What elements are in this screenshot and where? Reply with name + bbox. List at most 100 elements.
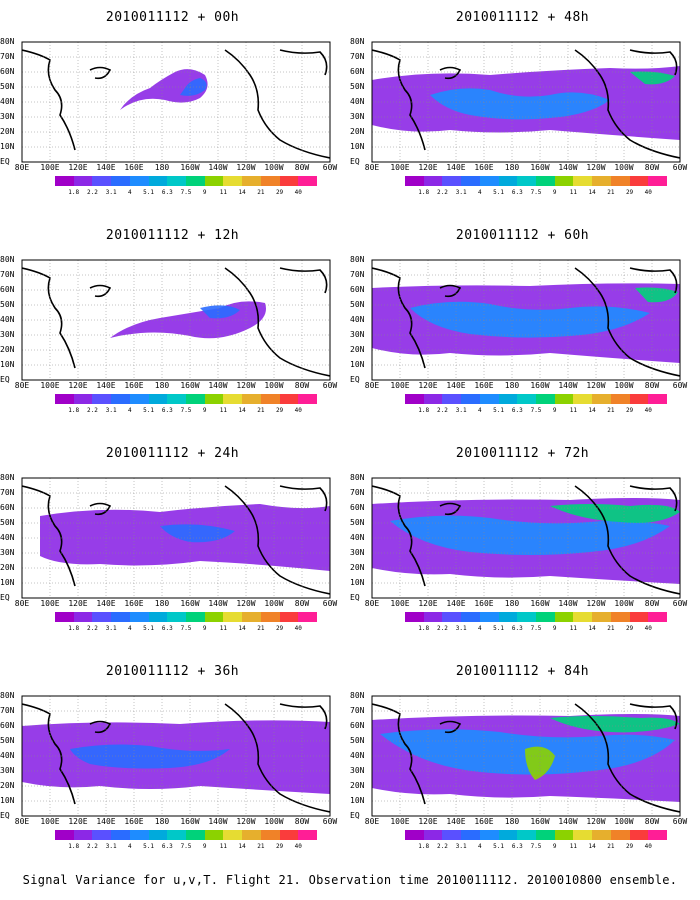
colorbar-label: 21 (607, 625, 615, 632)
x-tick-label: 160W (530, 599, 550, 608)
colorbar-swatch (573, 830, 593, 840)
y-tick-label: EQ (350, 811, 360, 820)
y-tick-label: 60N (350, 285, 365, 294)
colorbar-label: 11 (569, 625, 578, 632)
map-plot (371, 41, 681, 163)
colorbar-swatch (298, 830, 318, 840)
x-tick-label: 100W (614, 817, 634, 826)
colorbar-label: 3.1 (455, 625, 467, 632)
x-tick-label: 100W (614, 381, 634, 390)
variance-region (120, 69, 208, 110)
map-plot (371, 259, 681, 381)
colorbar-swatch (592, 612, 612, 622)
y-tick-label: EQ (350, 375, 360, 384)
x-tick-label: 120E (68, 381, 88, 390)
colorbar-swatch (648, 176, 668, 186)
colorbar-label: 29 (275, 625, 284, 632)
x-tick-label: 160W (530, 817, 550, 826)
y-tick-label: EQ (0, 157, 10, 166)
colorbar-label: 14 (588, 189, 596, 196)
colorbar-label: 7.5 (530, 189, 542, 196)
y-tick-label: 80N (350, 37, 365, 46)
y-tick-label: 60N (0, 67, 15, 76)
x-tick-label: 100W (264, 163, 284, 172)
x-tick-label: 140W (558, 381, 578, 390)
colorbar-swatch (536, 176, 556, 186)
colorbar-swatch (536, 612, 556, 622)
colorbar-swatch (204, 612, 224, 622)
colorbar-swatch (517, 394, 537, 404)
y-tick-label: 10N (350, 796, 365, 805)
colorbar-label: 7.5 (180, 189, 192, 196)
panel-title: 2010011112 + 00h (105, 10, 240, 25)
y-tick-label: 40N (0, 97, 15, 106)
colorbar-swatch (610, 612, 631, 622)
colorbar-label: 1.8 (68, 625, 80, 632)
colorbar-label: 3.1 (455, 843, 467, 850)
y-tick-label: 50N (350, 82, 365, 91)
colorbar-label: 14 (588, 625, 596, 632)
x-tick-label: 160E (124, 817, 144, 826)
x-tick-label: 180 (504, 817, 520, 826)
colorbar-swatch (554, 612, 574, 622)
y-tick-label: 80N (350, 473, 365, 482)
x-tick-label: 140E (96, 163, 116, 172)
map-frame (371, 259, 681, 381)
y-tick-label: 30N (350, 548, 365, 557)
colorbar-label: 2.2 (437, 189, 448, 196)
x-tick-label: 80W (294, 163, 310, 172)
y-tick-label: 20N (350, 345, 365, 354)
y-tick-label: 20N (0, 127, 15, 136)
panel-title: 2010011112 + 24h (105, 446, 240, 461)
map-panel: 2010011112 + 36h 80N 70N 60N 50N 40N 30N 20N 10N… (0, 662, 345, 882)
x-tick-label: 120W (586, 381, 606, 390)
x-tick-label: 60W (322, 163, 338, 172)
colorbar-swatch (186, 176, 206, 186)
variance-region (550, 504, 680, 523)
x-tick-label: 80E (364, 817, 380, 826)
colorbar-swatch (148, 176, 168, 186)
colorbar-label: 2.2 (87, 843, 98, 850)
map-panel: 2010011112 + 72h 80N 70N 60N 50N 40N 30N 20N 10N… (350, 444, 695, 664)
colorbar-label: 2.2 (87, 407, 98, 414)
map-panel: 2010011112 + 24h 80N 70N 60N 50N 40N 30N 20N 10N… (0, 444, 345, 664)
colorbar-swatch (648, 612, 668, 622)
colorbar-swatch (629, 176, 649, 186)
y-tick-label: 60N (350, 503, 365, 512)
colorbar-label: 11 (569, 407, 578, 414)
variance-region (525, 746, 555, 780)
colorbar-swatch (204, 394, 224, 404)
coastline (372, 703, 680, 813)
colorbar-label: 40 (294, 843, 302, 850)
colorbar-swatch (92, 394, 112, 404)
colorbar-swatch (242, 394, 262, 404)
colorbar-swatch (442, 394, 462, 404)
colorbar: 1.8 2.2 3.1 4 5.1 6.3 7.5 9 11 14 21 29 40 (55, 176, 318, 196)
x-tick-label: 140E (96, 599, 116, 608)
x-tick-label: 100E (390, 817, 410, 826)
colorbar-swatch (279, 176, 299, 186)
colorbar-swatch (148, 612, 168, 622)
map-panel: 2010011112 + 12h 80N 70N 60N 50N 40N 30N 20N 10N… (0, 226, 345, 446)
y-tick-label: 50N (0, 82, 15, 91)
y-tick-label: 40N (0, 751, 15, 760)
x-tick-label: 140E (96, 381, 116, 390)
colorbar-swatch (461, 830, 481, 840)
colorbar-swatch (111, 830, 131, 840)
colorbar-label: 40 (294, 625, 302, 632)
colorbar-label: 9 (552, 843, 557, 850)
colorbar-swatch (186, 612, 206, 622)
colorbar-label: 11 (569, 843, 578, 850)
colorbar-swatch (298, 176, 318, 186)
colorbar-swatch (405, 176, 425, 186)
colorbar-label: 11 (219, 843, 228, 850)
colorbar-label: 29 (625, 843, 634, 850)
colorbar-swatch (92, 830, 112, 840)
coastline (22, 49, 330, 159)
colorbar-swatch (55, 830, 75, 840)
colorbar-swatch (55, 176, 75, 186)
colorbar-label: 11 (219, 625, 228, 632)
x-tick-label: 140E (96, 817, 116, 826)
map-plot (21, 477, 331, 599)
y-tick-label: 80N (350, 255, 365, 264)
